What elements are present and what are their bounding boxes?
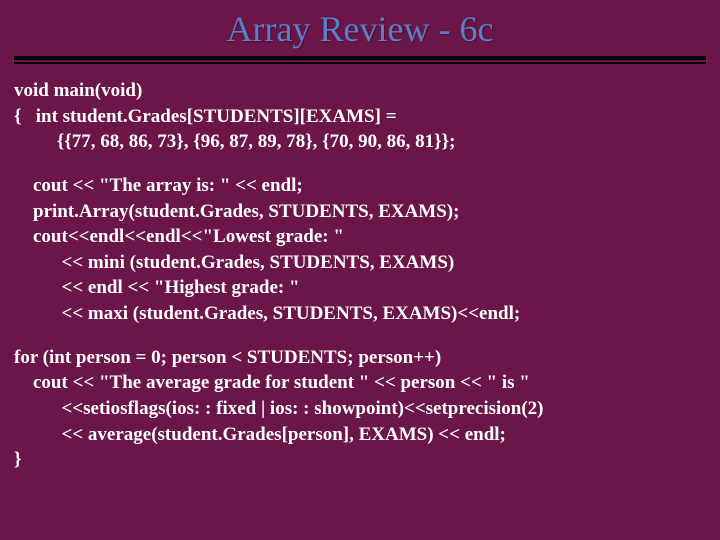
code-block-3: for (int person = 0; person < STUDENTS; …: [14, 345, 706, 473]
code-block-1: void main(void) { int student.Grades[STU…: [14, 78, 706, 155]
slide: Array Review - 6c void main(void) { int …: [0, 0, 720, 540]
code-block-2: cout << "The array is: " << endl; print.…: [14, 173, 706, 327]
title-divider-bottom: [14, 62, 706, 64]
title-divider-top: [14, 56, 706, 60]
slide-title: Array Review - 6c: [14, 8, 706, 50]
